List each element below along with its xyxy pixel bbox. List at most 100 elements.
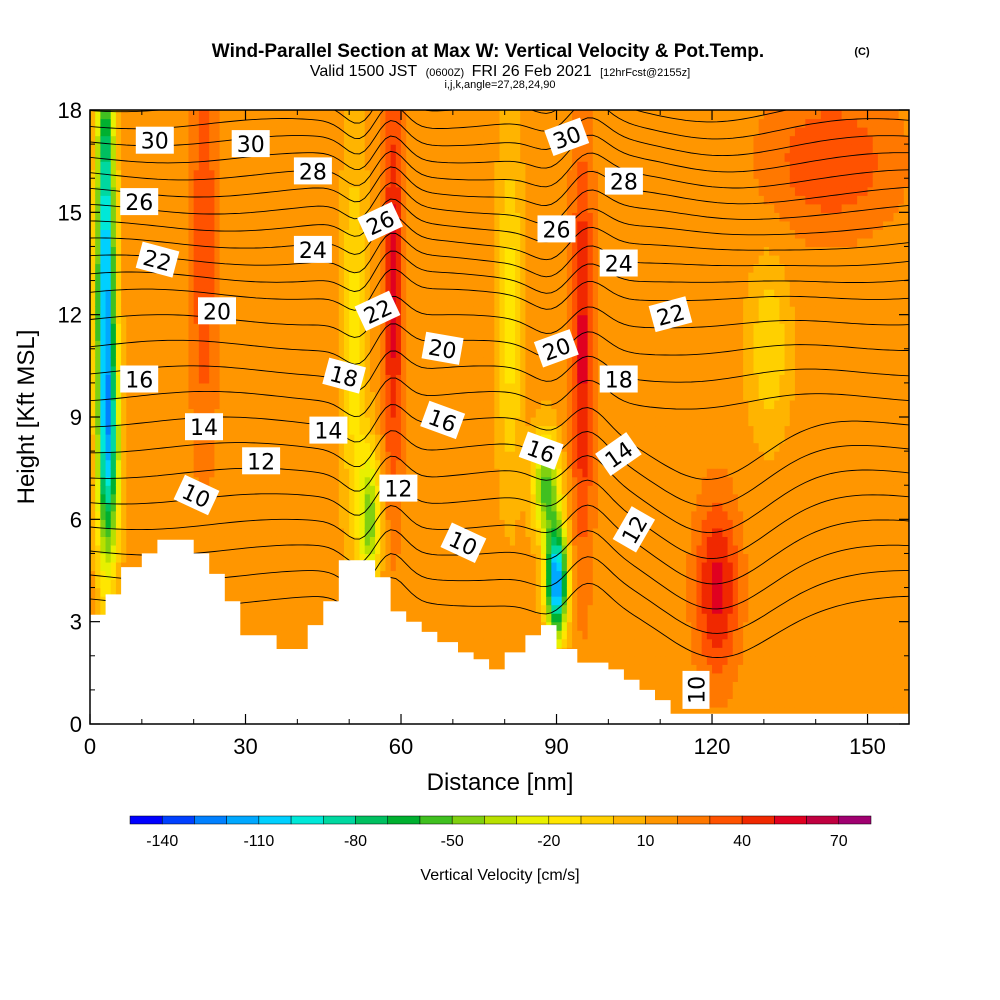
velocity-cell (411, 263, 418, 273)
velocity-cell (312, 459, 319, 469)
velocity-cell (183, 510, 190, 520)
velocity-cell (338, 340, 345, 350)
velocity-cell (375, 570, 381, 580)
velocity-cell (245, 220, 252, 230)
velocity-cell (266, 152, 273, 162)
velocity-cell (131, 297, 138, 307)
velocity-cell (406, 604, 412, 614)
velocity-cell (172, 237, 179, 248)
velocity-cell (198, 357, 205, 367)
velocity-cell (261, 331, 267, 341)
velocity-cell (411, 203, 418, 213)
velocity-cell (245, 442, 252, 452)
velocity-cell (447, 579, 454, 589)
velocity-cell (224, 289, 231, 299)
velocity-cell (131, 442, 138, 452)
velocity-cell (312, 374, 319, 384)
velocity-cell (255, 229, 262, 239)
velocity-cell (437, 579, 444, 589)
velocity-cell (255, 263, 262, 273)
velocity-cell (411, 544, 418, 555)
velocity-cell (328, 476, 335, 486)
velocity-cell (286, 229, 293, 239)
velocity-cell (110, 195, 117, 205)
velocity-cell (401, 306, 407, 316)
velocity-cell (235, 161, 241, 171)
velocity-cell (126, 331, 133, 341)
velocity-cell (406, 203, 412, 213)
velocity-cell (105, 536, 112, 546)
velocity-cell (157, 340, 164, 350)
velocity-cell (152, 391, 158, 401)
velocity-cell (395, 135, 402, 145)
velocity-cell (193, 468, 200, 478)
velocity-cell (147, 527, 153, 537)
velocity-cell (302, 263, 309, 273)
velocity-cell (281, 536, 288, 546)
velocity-cell (432, 434, 438, 444)
velocity-cell (193, 280, 200, 290)
velocity-cell (100, 152, 107, 162)
velocity-cell (245, 203, 252, 213)
velocity-cell (328, 596, 335, 606)
velocity-cell (364, 451, 371, 461)
velocity-cell (302, 630, 309, 640)
velocity-cell (395, 561, 402, 572)
velocity-cell (338, 135, 345, 145)
velocity-cell (121, 289, 127, 299)
velocity-cell (95, 451, 101, 461)
velocity-cell (229, 553, 236, 563)
velocity-cell (406, 417, 412, 427)
velocity-cell (229, 237, 236, 248)
velocity-cell (297, 152, 304, 162)
velocity-cell (157, 425, 164, 435)
velocity-cell (312, 212, 319, 222)
velocity-cell (395, 459, 402, 469)
velocity-cell (421, 442, 428, 452)
velocity-cell (172, 135, 179, 145)
velocity-cell (178, 519, 184, 529)
velocity-cell (359, 442, 366, 452)
velocity-cell (110, 263, 117, 273)
velocity-cell (198, 544, 205, 555)
velocity-cell (261, 417, 267, 427)
velocity-cell (245, 161, 252, 171)
velocity-cell (349, 229, 355, 239)
velocity-cell (100, 110, 107, 120)
velocity-cell (172, 399, 179, 410)
velocity-cell (198, 144, 205, 154)
velocity-cell (250, 425, 257, 435)
velocity-cell (229, 527, 236, 537)
velocity-cell (131, 417, 138, 427)
velocity-cell (131, 212, 138, 222)
velocity-cell (318, 331, 324, 341)
velocity-cell (343, 493, 350, 503)
velocity-cell (240, 587, 247, 597)
velocity-cell (240, 476, 247, 486)
velocity-cell (188, 314, 195, 324)
velocity-cell (292, 110, 298, 120)
velocity-cell (307, 357, 314, 367)
velocity-cell (255, 161, 262, 171)
velocity-cell (229, 391, 236, 401)
velocity-cell (271, 519, 278, 529)
velocity-cell (266, 110, 273, 120)
velocity-cell (100, 314, 107, 324)
velocity-cell (307, 561, 314, 572)
velocity-cell (110, 570, 117, 580)
velocity-cell (229, 340, 236, 350)
velocity-cell (126, 246, 133, 256)
velocity-cell (297, 203, 304, 213)
velocity-cell (307, 212, 314, 222)
velocity-cell (214, 203, 221, 213)
velocity-cell (375, 237, 381, 248)
velocity-cell (432, 144, 438, 154)
velocity-cell (437, 434, 444, 444)
velocity-cell (250, 365, 257, 375)
velocity-cell (126, 118, 133, 128)
velocity-cell (261, 527, 267, 537)
velocity-cell (437, 442, 444, 452)
velocity-cell (281, 161, 288, 171)
velocity-cell (375, 178, 381, 188)
velocity-cell (276, 246, 283, 256)
